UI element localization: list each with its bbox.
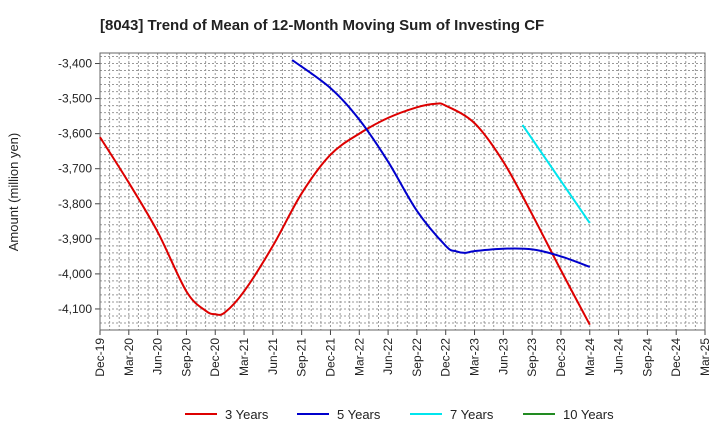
x-tick-label: Jun-21 bbox=[266, 338, 280, 375]
x-tick-label: Jun-24 bbox=[612, 338, 626, 375]
x-tick-label: Mar-24 bbox=[583, 338, 597, 376]
series-line-7-years bbox=[521, 124, 591, 224]
x-tick-label: Sep-20 bbox=[179, 338, 193, 377]
y-tick-label: -3,500 bbox=[58, 92, 92, 106]
x-tick-label: Sep-23 bbox=[525, 338, 539, 377]
x-tick-label: Mar-21 bbox=[237, 338, 251, 376]
y-tick-label: -3,800 bbox=[58, 197, 92, 211]
y-tick-label: -4,100 bbox=[58, 302, 92, 316]
legend-label: 7 Years bbox=[450, 407, 494, 422]
plot-frame bbox=[99, 52, 706, 331]
legend: 3 Years 5 Years 7 Years 10 Years bbox=[185, 407, 614, 422]
x-tick-label: Mar-20 bbox=[122, 338, 136, 376]
y-tick-label: -3,700 bbox=[58, 162, 92, 176]
legend-item-7-years: 7 Years bbox=[410, 407, 494, 422]
legend-item-3-years: 3 Years bbox=[185, 407, 269, 422]
grid bbox=[99, 53, 706, 331]
x-tick-label: Mar-23 bbox=[468, 338, 482, 376]
series-lines bbox=[99, 59, 591, 326]
y-tick-label: -4,000 bbox=[58, 267, 92, 281]
y-tick-label: -3,600 bbox=[58, 127, 92, 141]
x-tick-label: Jun-22 bbox=[381, 338, 395, 375]
x-tick-label: Dec-19 bbox=[93, 338, 107, 377]
y-axis-ticks: -3,400 -3,500 -3,600 -3,700 -3,800 -3,900 -4,0… bbox=[58, 57, 100, 316]
y-tick-label: -3,900 bbox=[58, 232, 92, 246]
series-line-3-years bbox=[99, 102, 591, 326]
x-tick-label: Dec-23 bbox=[554, 338, 568, 377]
y-axis-label: Amount (million yen) bbox=[6, 133, 21, 252]
x-tick-label: Dec-22 bbox=[439, 338, 453, 377]
x-axis-ticks: Dec-19 Mar-20 Jun-20 Sep-20 Dec-20 Mar-21 Jun-… bbox=[93, 330, 712, 377]
x-tick-label: Jun-20 bbox=[151, 338, 165, 375]
legend-label: 5 Years bbox=[337, 407, 381, 422]
x-tick-label: Jun-23 bbox=[496, 338, 510, 375]
legend-label: 10 Years bbox=[563, 407, 614, 422]
legend-item-5-years: 5 Years bbox=[297, 407, 381, 422]
legend-label: 3 Years bbox=[225, 407, 269, 422]
series-line-5-years bbox=[291, 59, 591, 268]
legend-item-10-years: 10 Years bbox=[523, 407, 614, 422]
chart-title: [8043] Trend of Mean of 12-Month Moving … bbox=[100, 17, 544, 34]
x-tick-label: Mar-25 bbox=[698, 338, 712, 376]
x-tick-label: Sep-24 bbox=[640, 338, 654, 377]
x-tick-label: Sep-22 bbox=[410, 338, 424, 377]
x-tick-label: Sep-21 bbox=[295, 338, 309, 377]
x-tick-label: Dec-21 bbox=[323, 338, 337, 377]
x-tick-label: Dec-24 bbox=[669, 338, 683, 377]
x-tick-label: Dec-20 bbox=[208, 338, 222, 377]
x-tick-label: Mar-22 bbox=[352, 338, 366, 376]
y-tick-label: -3,400 bbox=[58, 57, 92, 71]
